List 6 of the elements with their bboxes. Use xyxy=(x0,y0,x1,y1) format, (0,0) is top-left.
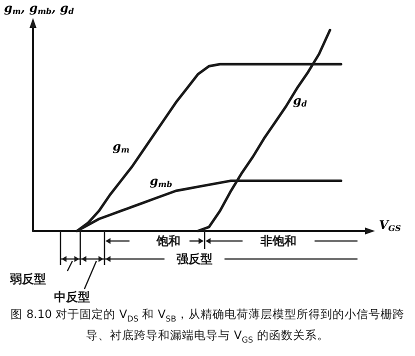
text: 图 8.10 对于固定的 V$_{DS}$ 和 V$_{SB}$，从精确电荷薄层模型所得到的小信号栅跨导、衬底跨导和漏端电导与 V$_{GS}$ 的函数关系。 xyxy=(10,306,405,347)
text: 弱反型 xyxy=(10,271,46,288)
text: 饱和 xyxy=(156,233,181,250)
text: 强反型 xyxy=(176,251,212,268)
text: 中反型 xyxy=(54,289,90,306)
text: 非饱和 xyxy=(260,233,297,250)
